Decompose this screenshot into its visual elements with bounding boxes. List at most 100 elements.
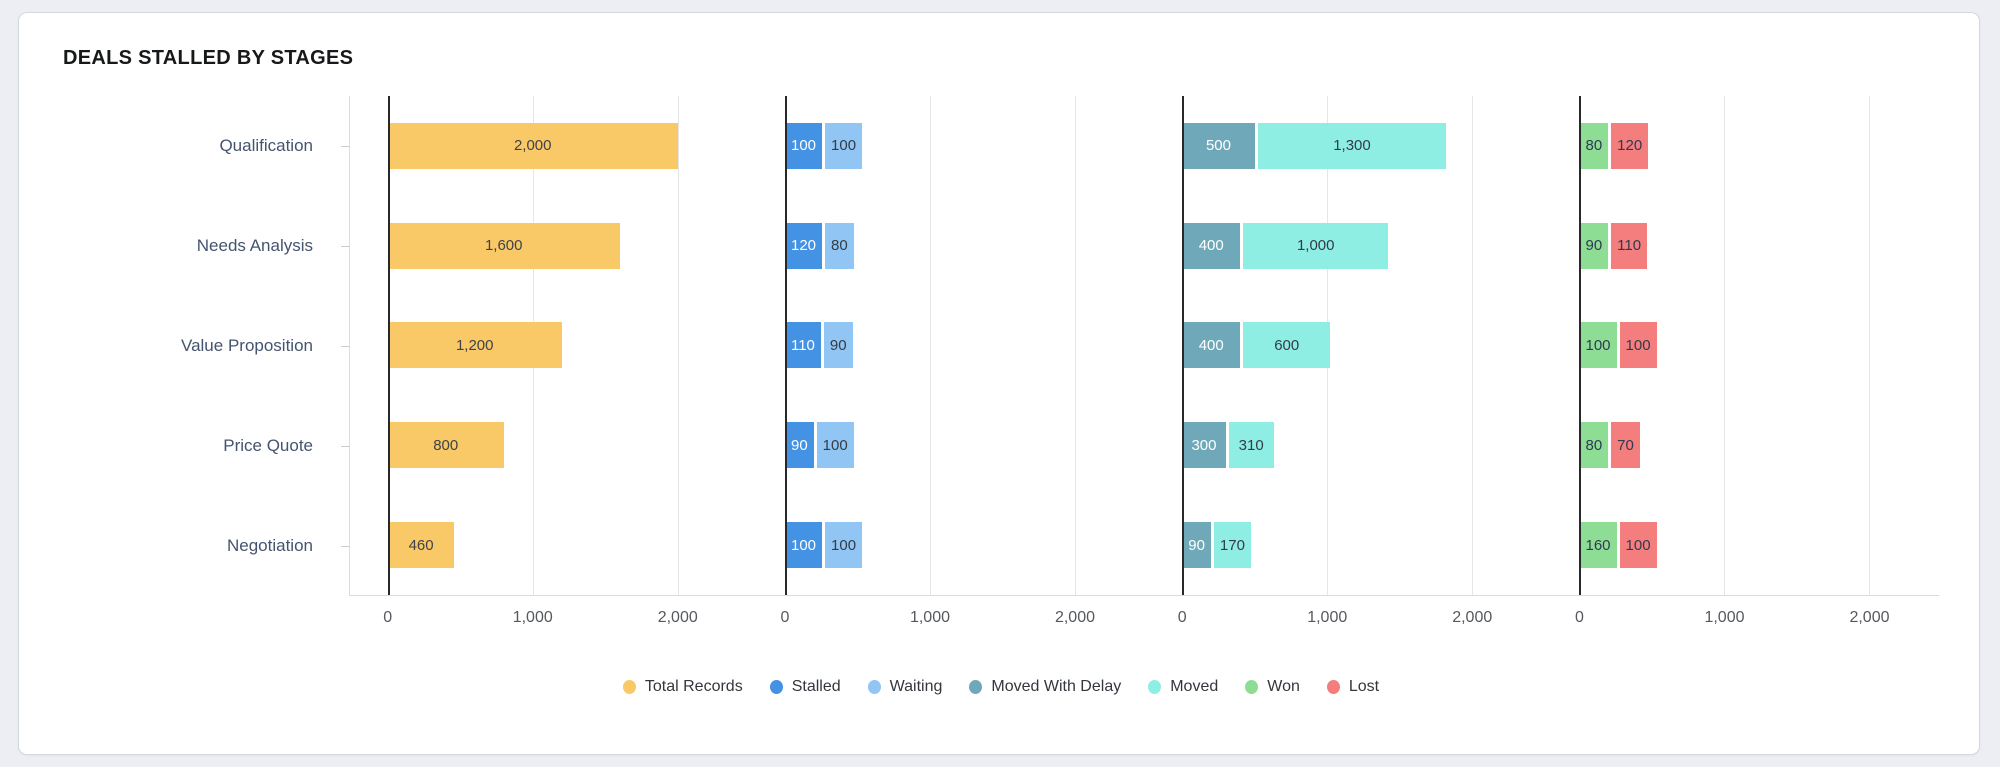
bar-group: 90 100 bbox=[784, 422, 1145, 469]
bar-group: 120 80 bbox=[784, 222, 1145, 269]
bar-segment-stalled[interactable]: 110 bbox=[784, 322, 821, 369]
bar-segment-total-records[interactable]: 460 bbox=[387, 522, 455, 569]
bar-segment-total-records[interactable]: 1,600 bbox=[387, 222, 620, 269]
category-row: Negotiation bbox=[63, 496, 349, 596]
gridline bbox=[1869, 96, 1871, 595]
bar-group: 800 bbox=[387, 422, 748, 469]
category-row: Value Proposition bbox=[63, 296, 349, 396]
bar-row: 120 80 bbox=[747, 196, 1144, 296]
bar-segment-stalled[interactable]: 120 bbox=[784, 222, 823, 269]
bar-segment-total-records[interactable]: 1,200 bbox=[387, 322, 562, 369]
x-tick-label: 0 bbox=[1575, 609, 1584, 626]
x-axis: 0 1,000 2,000 0 1,000 2,000 0 1,000 2,000 0 1,000 2… bbox=[63, 596, 1939, 644]
bar-value-label: 70 bbox=[1617, 436, 1634, 454]
bar-row: 90 100 bbox=[747, 395, 1144, 495]
bar-segment-moved-with-delay[interactable]: 400 bbox=[1182, 322, 1241, 369]
bar-value-label: 100 bbox=[1625, 536, 1651, 554]
bar-row: 800 bbox=[350, 395, 747, 495]
bar-segment-lost[interactable]: 110 bbox=[1611, 222, 1648, 269]
legend-swatch-icon bbox=[1148, 680, 1162, 694]
bar-row: 100 100 bbox=[747, 495, 1144, 595]
bar-group: 100 100 bbox=[1579, 322, 1939, 369]
bar-group: 80 120 bbox=[1579, 122, 1939, 169]
bar-value-label: 400 bbox=[1198, 336, 1224, 354]
x-axis-panel-ticks: 0 1,000 2,000 bbox=[350, 596, 747, 644]
bar-value-label: 120 bbox=[790, 237, 817, 255]
bar-segment-moved-with-delay[interactable]: 500 bbox=[1182, 122, 1255, 169]
zero-axis-line bbox=[1579, 96, 1582, 595]
bar-segment-stalled[interactable]: 90 bbox=[784, 422, 814, 469]
bar-row: 1,200 bbox=[350, 296, 747, 396]
panel-total-records: 2,000 1,600 1,200 800 460 bbox=[350, 96, 747, 595]
bar-segment-stalled[interactable]: 100 bbox=[784, 522, 823, 569]
bar-value-label: 800 bbox=[433, 436, 459, 454]
legend-item-waiting[interactable]: Waiting bbox=[867, 678, 942, 696]
bar-segment-won[interactable]: 90 bbox=[1579, 222, 1609, 269]
bar-segment-total-records[interactable]: 2,000 bbox=[387, 122, 678, 169]
bar-value-label: 1,000 bbox=[1296, 237, 1335, 255]
legend-item-won[interactable]: Won bbox=[1245, 678, 1300, 696]
bar-segment-waiting[interactable]: 90 bbox=[823, 322, 853, 369]
legend-label: Won bbox=[1267, 678, 1300, 695]
gridline bbox=[1472, 96, 1474, 595]
bar-segment-moved[interactable]: 310 bbox=[1228, 422, 1274, 469]
zero-axis-line bbox=[1182, 96, 1185, 595]
bar-row: 400 600 bbox=[1145, 296, 1542, 396]
x-tick-label: 2,000 bbox=[1054, 609, 1095, 626]
bar-segment-waiting[interactable]: 80 bbox=[825, 222, 854, 269]
bar-value-label: 90 bbox=[790, 436, 808, 454]
x-axis-panel-ticks: 0 1,000 2,000 bbox=[747, 596, 1144, 644]
legend-item-lost[interactable]: Lost bbox=[1326, 678, 1379, 696]
bar-group: 80 70 bbox=[1579, 422, 1939, 469]
legend-label: Moved With Delay bbox=[991, 678, 1122, 695]
bar-row: 300 310 bbox=[1145, 395, 1542, 495]
bar-segment-waiting[interactable]: 100 bbox=[816, 422, 854, 469]
bar-row: 110 90 bbox=[747, 296, 1144, 396]
gridline bbox=[1724, 96, 1726, 595]
bar-segment-moved-with-delay[interactable]: 400 bbox=[1182, 222, 1241, 269]
bar-segment-moved[interactable]: 1,000 bbox=[1243, 222, 1389, 269]
bar-group: 110 90 bbox=[784, 322, 1145, 369]
bar-segment-won[interactable]: 80 bbox=[1579, 422, 1609, 469]
bar-segment-won[interactable]: 160 bbox=[1579, 522, 1617, 569]
bar-segment-moved[interactable]: 600 bbox=[1243, 322, 1331, 369]
bar-row: 500 1,300 bbox=[1145, 96, 1542, 196]
legend-item-total-records[interactable]: Total Records bbox=[622, 678, 743, 696]
panel-won-lost: 80 120 90 110 100 100 80 70 160 100 bbox=[1542, 96, 1939, 595]
category-label: Needs Analysis bbox=[196, 236, 313, 255]
bar-value-label: 1,600 bbox=[484, 237, 523, 255]
x-tick-label: 1,000 bbox=[1307, 609, 1348, 626]
bar-segment-won[interactable]: 100 bbox=[1579, 322, 1617, 369]
panel-moved-with-delay-moved: 500 1,300 400 1,000 400 600 300 310 90 170 bbox=[1145, 96, 1542, 595]
legend-item-moved-with-delay[interactable]: Moved With Delay bbox=[969, 678, 1121, 696]
zero-axis-line bbox=[387, 96, 390, 595]
bar-segment-moved-with-delay[interactable]: 300 bbox=[1182, 422, 1226, 469]
legend-item-stalled[interactable]: Stalled bbox=[769, 678, 841, 696]
bar-row: 100 100 bbox=[1542, 296, 1939, 396]
bar-value-label: 120 bbox=[1617, 137, 1643, 155]
category-axis: Qualification Needs Analysis Value Proposi… bbox=[63, 96, 350, 596]
bar-segment-stalled[interactable]: 100 bbox=[784, 122, 823, 169]
bar-segment-moved[interactable]: 1,300 bbox=[1257, 122, 1447, 169]
bar-row: 1,600 bbox=[350, 196, 747, 296]
bar-segment-moved[interactable]: 170 bbox=[1213, 522, 1251, 569]
category-label: Negotiation bbox=[226, 536, 313, 555]
bar-segment-waiting[interactable]: 100 bbox=[825, 522, 863, 569]
legend-item-moved[interactable]: Moved bbox=[1148, 678, 1218, 696]
bar-group: 1,200 bbox=[387, 322, 748, 369]
bar-segment-lost[interactable]: 100 bbox=[1619, 522, 1657, 569]
legend-swatch-icon bbox=[622, 680, 636, 694]
bar-value-label: 80 bbox=[1585, 137, 1603, 155]
bar-segment-lost[interactable]: 70 bbox=[1611, 422, 1640, 469]
bar-segment-total-records[interactable]: 800 bbox=[387, 422, 504, 469]
bar-segment-won[interactable]: 80 bbox=[1579, 122, 1609, 169]
bar-segment-lost[interactable]: 100 bbox=[1619, 322, 1657, 369]
bar-segment-lost[interactable]: 120 bbox=[1611, 122, 1649, 169]
bar-row: 400 1,000 bbox=[1145, 196, 1542, 296]
x-tick-label: 1,000 bbox=[512, 609, 553, 626]
bar-segment-moved-with-delay[interactable]: 90 bbox=[1182, 522, 1211, 569]
bar-segment-waiting[interactable]: 100 bbox=[825, 122, 863, 169]
bar-group: 1,600 bbox=[387, 222, 748, 269]
bar-value-label: 100 bbox=[831, 137, 857, 155]
bar-value-label: 600 bbox=[1274, 336, 1300, 354]
